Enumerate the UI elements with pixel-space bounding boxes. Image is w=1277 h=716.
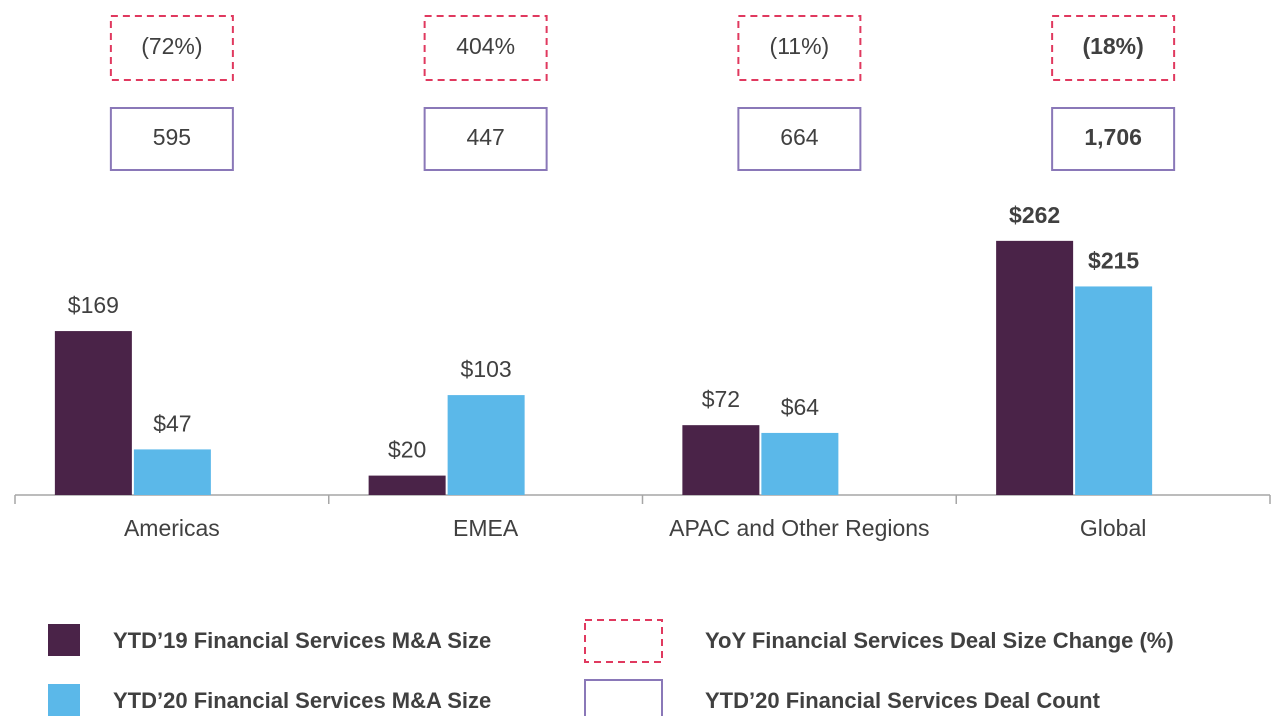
data-label: $64	[781, 394, 820, 420]
legend-label: YTD’20 Financial Services M&A Size	[113, 688, 491, 713]
data-label: $47	[153, 410, 191, 436]
annotation-label: 1,706	[1084, 124, 1142, 150]
legend-swatch	[48, 624, 80, 656]
annotation-label: 664	[780, 124, 819, 150]
annotation-box	[737, 107, 862, 171]
annotation-box	[737, 15, 862, 81]
bar	[133, 449, 211, 495]
bar	[682, 425, 760, 495]
annotation-label: 447	[466, 124, 504, 150]
annotation-box	[423, 107, 548, 171]
bar	[368, 475, 446, 495]
legend-label: YTD’20 Financial Services Deal Count	[705, 688, 1101, 713]
annotation-box	[1051, 107, 1176, 171]
bar	[54, 331, 132, 495]
annotation-box	[109, 15, 234, 81]
annotation-box	[109, 107, 234, 171]
annotation-label: 404%	[456, 33, 515, 59]
bar	[1075, 286, 1153, 495]
annotation-label: (72%)	[141, 33, 202, 59]
x-tick-label: Americas	[124, 515, 220, 541]
annotation-label: (11%)	[770, 33, 830, 59]
data-label: $215	[1088, 248, 1139, 274]
bar	[996, 240, 1074, 495]
annotation-label: 595	[153, 124, 191, 150]
annotation-label: (18%)	[1082, 33, 1143, 59]
legend-swatch	[584, 619, 663, 663]
data-label: $103	[461, 356, 512, 382]
legend-label: YTD’19 Financial Services M&A Size	[113, 628, 491, 653]
legend-swatch	[48, 684, 80, 716]
data-label: $72	[702, 386, 740, 412]
bar	[761, 432, 839, 495]
annotation-box	[423, 15, 548, 81]
legend-label: YoY Financial Services Deal Size Change …	[705, 628, 1174, 653]
x-tick-label: Global	[1080, 515, 1146, 541]
annotation-box	[1051, 15, 1176, 81]
data-label: $262	[1009, 202, 1060, 228]
x-tick-label: APAC and Other Regions	[669, 515, 929, 541]
legend-swatch	[584, 679, 663, 716]
data-label: $20	[388, 437, 426, 463]
bar	[447, 395, 525, 495]
x-tick-label: EMEA	[453, 515, 519, 541]
data-label: $169	[68, 292, 119, 318]
